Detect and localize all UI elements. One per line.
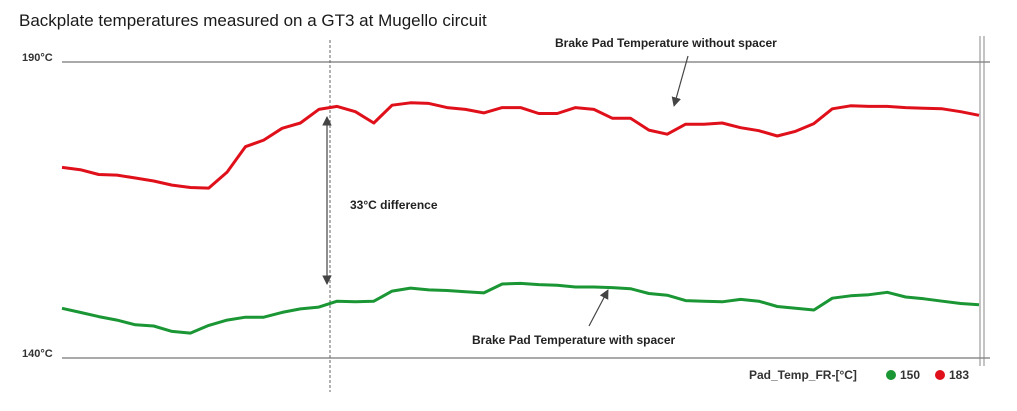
legend-channel-label: Pad_Temp_FR-[°C] — [749, 368, 857, 382]
y-tick-label-bottom: 140°C — [22, 348, 53, 360]
annotation-difference: 33°C difference — [350, 198, 438, 212]
y-tick-label-top: 190°C — [22, 52, 53, 64]
legend-dot-red — [935, 370, 945, 380]
annotation-arrow-with-spacer — [588, 289, 609, 327]
chart-title: Backplate temperatures measured on a GT3… — [19, 11, 487, 30]
legend-dot-green — [886, 370, 896, 380]
legend-value-red: 183 — [949, 368, 969, 382]
series-line-without-spacer — [61, 101, 980, 190]
legend-value-green: 150 — [900, 368, 920, 382]
annotation-arrow-without-spacer — [671, 55, 689, 107]
annotation-with-spacer: Brake Pad Temperature with spacer — [472, 333, 676, 347]
annotation-without-spacer: Brake Pad Temperature without spacer — [555, 36, 777, 50]
series-line-with-spacer — [61, 281, 980, 335]
